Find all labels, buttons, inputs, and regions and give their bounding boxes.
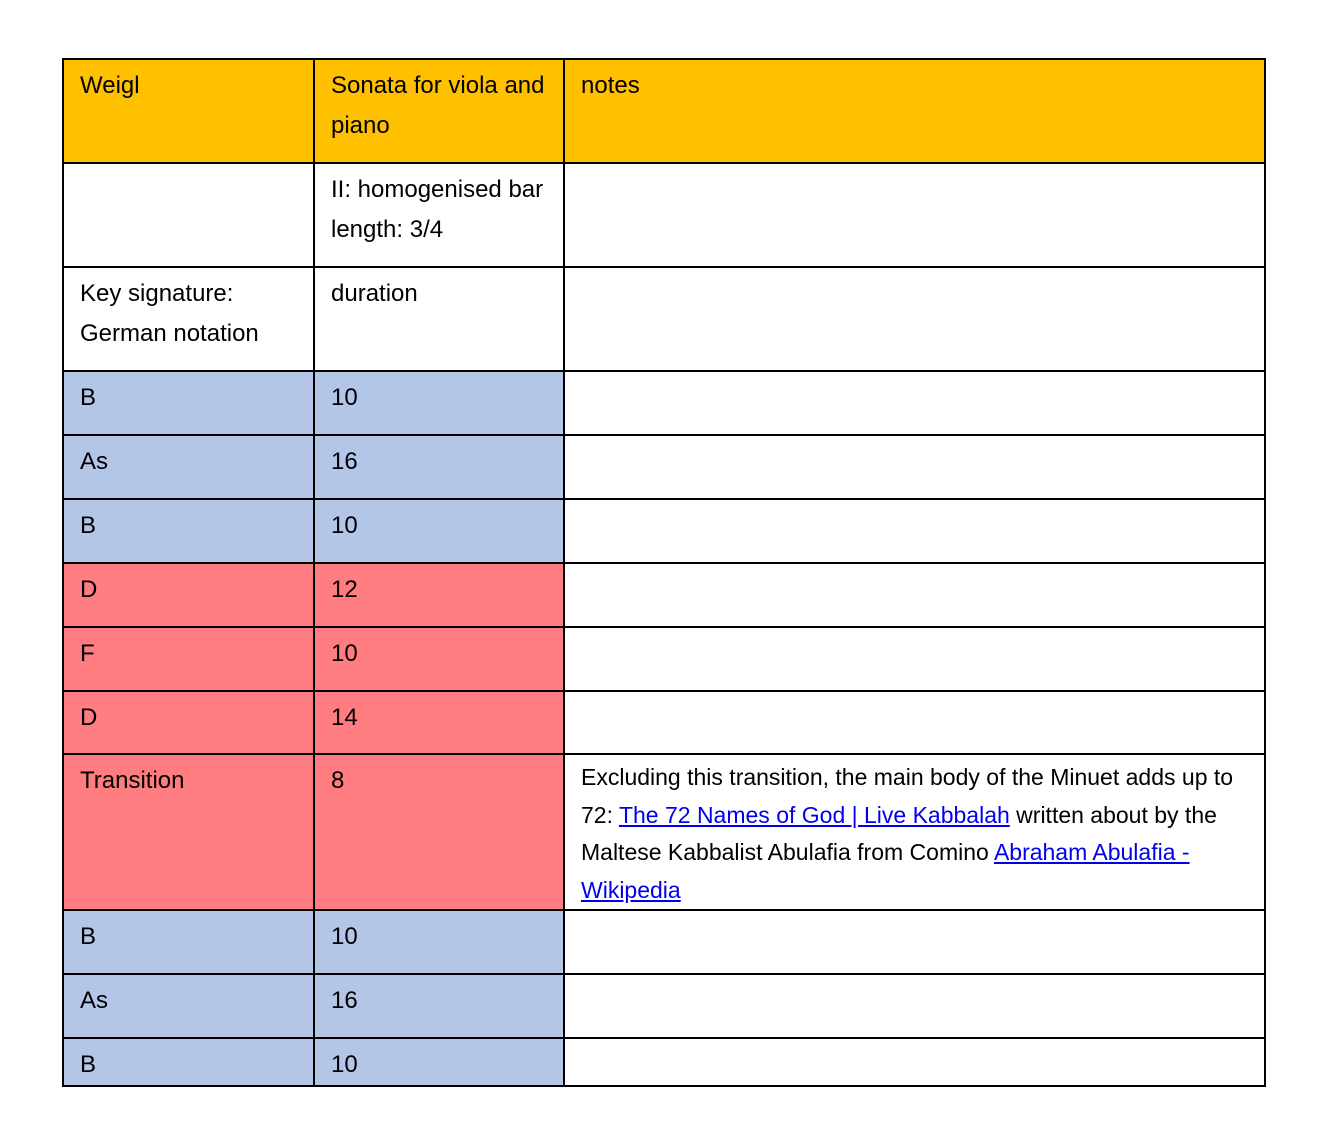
key-cell: B xyxy=(62,1037,315,1087)
note-text: Excluding this transition, the main body… xyxy=(581,764,1234,828)
duration-cell: 12 xyxy=(313,562,565,628)
duration-cell: 16 xyxy=(313,973,565,1039)
header-cell: Weigl xyxy=(62,58,315,164)
key-cell: Transition xyxy=(62,753,315,911)
table-row: D 14 xyxy=(62,690,1266,755)
table-row: B 10 xyxy=(62,909,1266,975)
duration-cell: 8 xyxy=(313,753,565,911)
cell xyxy=(62,162,315,268)
key-cell: F xyxy=(62,626,315,692)
notes-cell xyxy=(563,909,1266,975)
label-row: Key signature: German notation duration xyxy=(62,266,1266,372)
header-cell: notes xyxy=(563,58,1266,164)
duration-cell: 16 xyxy=(313,434,565,500)
key-cell: As xyxy=(62,973,315,1039)
notes-cell xyxy=(563,973,1266,1039)
notes-cell xyxy=(563,690,1266,755)
duration-cell: 10 xyxy=(313,626,565,692)
cell: Key signature: German notation xyxy=(62,266,315,372)
table-row: B 10 xyxy=(62,1037,1266,1087)
header-cell: Sonata for viola and piano xyxy=(313,58,565,164)
duration-cell: 10 xyxy=(313,498,565,564)
table-row: As 16 xyxy=(62,973,1266,1039)
table-row: B 10 xyxy=(62,370,1266,436)
subheader-row: II: homogenised bar length: 3/4 xyxy=(62,162,1266,268)
key-cell: B xyxy=(62,498,315,564)
notes-cell xyxy=(563,434,1266,500)
key-cell: B xyxy=(62,909,315,975)
key-cell: As xyxy=(62,434,315,500)
key-cell: D xyxy=(62,690,315,755)
cell xyxy=(563,162,1266,268)
note-text: written about by the Maltese Kabbalist A… xyxy=(581,801,1217,866)
table-row: As 16 xyxy=(62,434,1266,500)
duration-table: Weigl Sonata for viola and piano notes I… xyxy=(62,58,1266,1087)
table-row: B 10 xyxy=(62,498,1266,564)
header-row: Weigl Sonata for viola and piano notes xyxy=(62,58,1266,164)
cell: II: homogenised bar length: 3/4 xyxy=(313,162,565,268)
notes-cell xyxy=(563,498,1266,564)
table-row: Transition 8 Excluding this transition, th… xyxy=(62,753,1266,911)
kabbalah-link[interactable]: The 72 Names of God | Live Kabbalah xyxy=(618,801,1010,828)
duration-cell: 14 xyxy=(313,690,565,755)
key-cell: D xyxy=(62,562,315,628)
duration-cell: 10 xyxy=(313,909,565,975)
notes-cell xyxy=(563,1037,1266,1087)
key-cell: B xyxy=(62,370,315,436)
notes-cell xyxy=(563,562,1266,628)
duration-cell: 10 xyxy=(313,1037,565,1087)
notes-cell xyxy=(563,626,1266,692)
table-row: D 12 xyxy=(62,562,1266,628)
notes-cell xyxy=(563,370,1266,436)
cell: duration xyxy=(313,266,565,372)
cell xyxy=(563,266,1266,372)
wikipedia-link[interactable]: Abraham Abulafia - Wikipedia xyxy=(581,839,1190,903)
notes-cell: Excluding this transition, the main body… xyxy=(563,753,1266,911)
duration-cell: 10 xyxy=(313,370,565,436)
table-row: F 10 xyxy=(62,626,1266,692)
